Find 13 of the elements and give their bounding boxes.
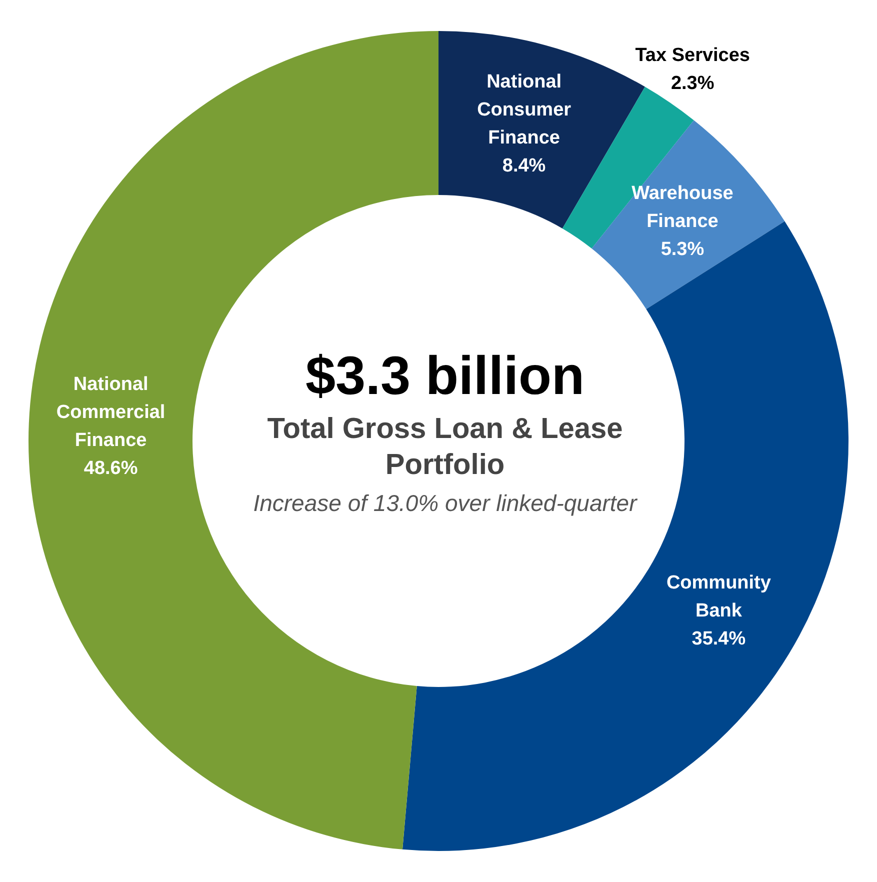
text: $3.3 billion [304, 345, 586, 407]
data-label: 48.6% [84, 458, 138, 479]
data-label: 5.3% [660, 239, 704, 260]
slice-label: National Commercial Finance [56, 374, 166, 451]
text: Total Gross Loan & Lease Portfolio [266, 412, 624, 484]
slice-label: Warehouse Finance [632, 183, 734, 232]
slice-label: Tax Services [635, 44, 750, 66]
data-label: 35.4% [692, 628, 746, 650]
slice-label: National Consumer Finance [477, 72, 572, 149]
data-label: 2.3% [670, 72, 714, 94]
data-label: 8.4% [502, 156, 546, 177]
slice-label: Community Bank [666, 572, 772, 622]
text: Increase of 13.0% over linked-quarter [252, 490, 638, 516]
